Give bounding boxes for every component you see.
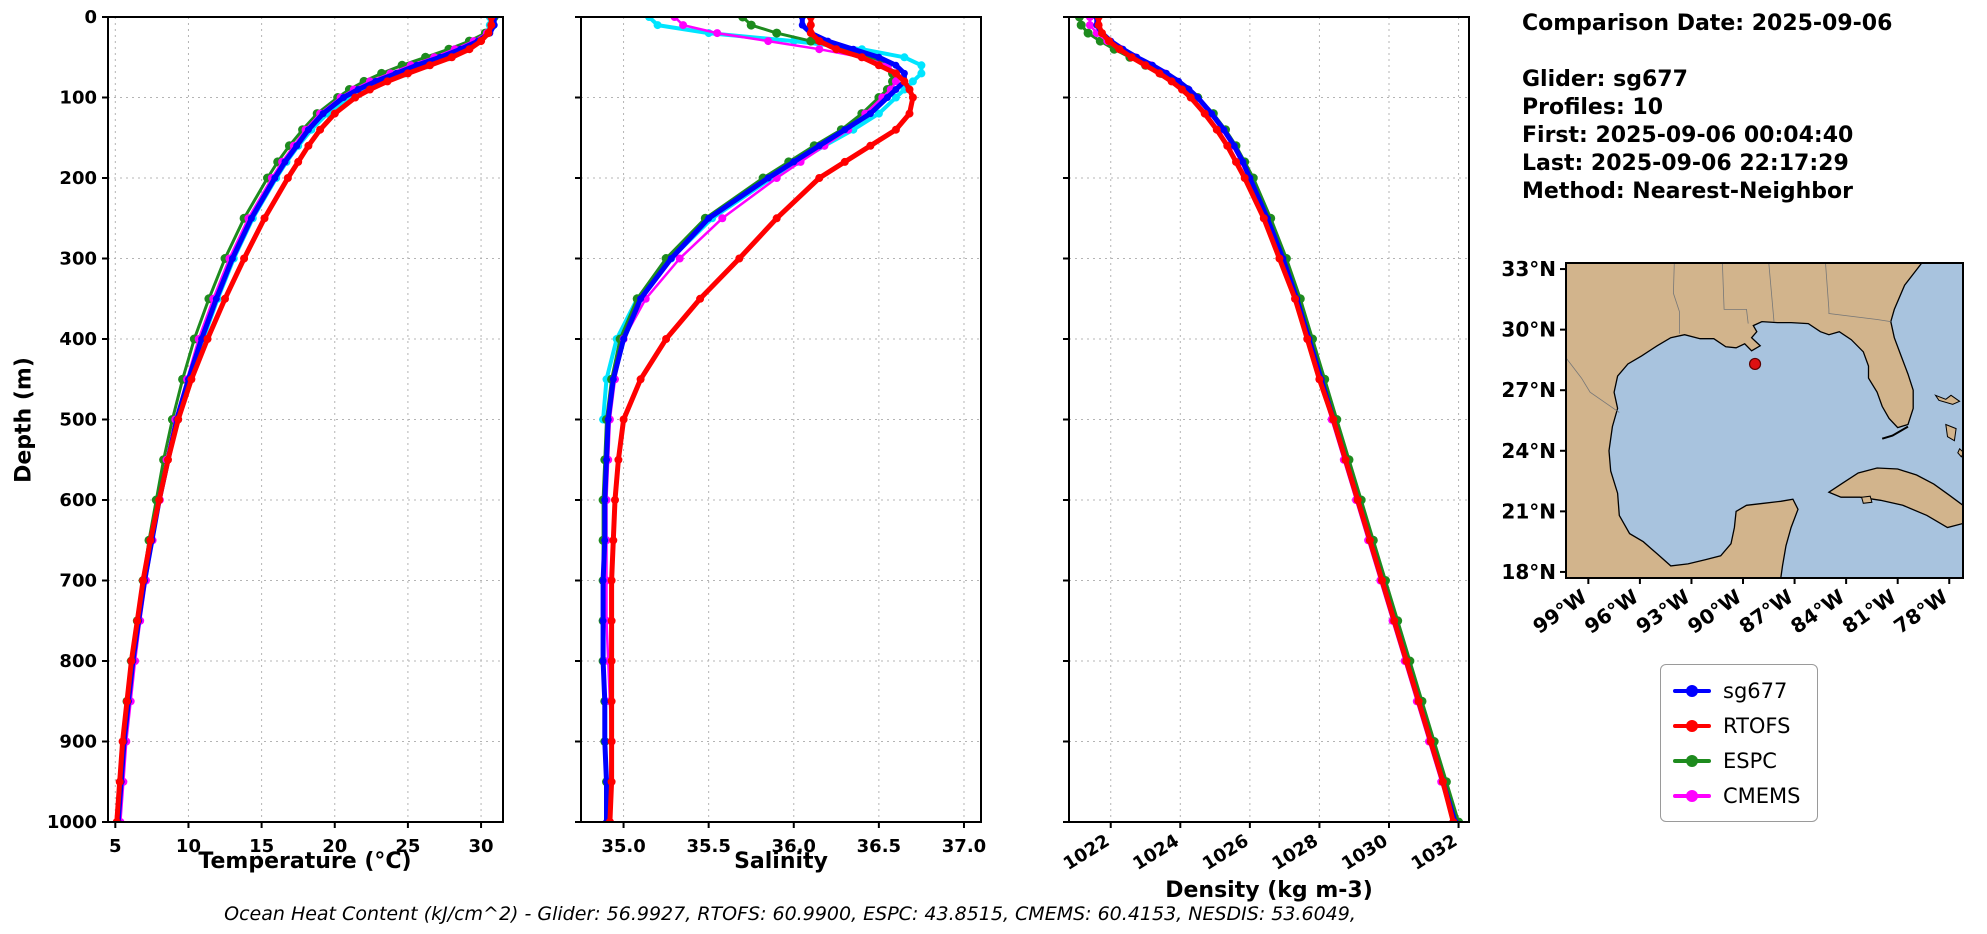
profile-count: Profiles: 10 (1522, 95, 1664, 120)
comparison-date: Comparison Date: 2025-09-06 (1522, 11, 1893, 36)
svg-text:30: 30 (469, 836, 494, 857)
svg-text:300: 300 (59, 249, 97, 270)
svg-text:87°W: 87°W (1735, 584, 1798, 638)
svg-text:18°N: 18°N (1501, 560, 1556, 584)
svg-text:600: 600 (59, 490, 97, 511)
svg-text:78°W: 78°W (1889, 584, 1952, 638)
salinity-profile-chart: 35.0 35.5 36.0 36.5 37.0 (575, 16, 986, 857)
svg-text:27°N: 27°N (1501, 378, 1556, 402)
svg-text:1000: 1000 (47, 812, 97, 833)
legend-label: sg677 (1723, 678, 1788, 703)
legend-label: CMEMS (1723, 783, 1801, 808)
svg-text:1022: 1022 (1060, 830, 1114, 874)
interp-method: Method: Nearest-Neighbor (1522, 179, 1853, 204)
svg-text:24°N: 24°N (1501, 439, 1556, 463)
svg-text:93°W: 93°W (1631, 584, 1694, 638)
svg-text:700: 700 (59, 571, 97, 592)
svg-text:90°W: 90°W (1683, 584, 1746, 638)
svg-text:1024: 1024 (1129, 830, 1183, 874)
legend-dot-icon (1686, 719, 1698, 732)
legend-label: ESPC (1723, 748, 1777, 773)
svg-text:35.5: 35.5 (686, 836, 730, 857)
svg-text:100: 100 (59, 88, 97, 109)
legend-label: RTOFS (1723, 713, 1791, 738)
svg-text:400: 400 (59, 329, 97, 350)
ohc-annotation: Ocean Heat Content (kJ/cm^2) - Glider: 5… (224, 903, 1356, 925)
svg-text:20: 20 (322, 836, 347, 857)
legend-item-espc: ESPC (1673, 743, 1801, 778)
svg-text:800: 800 (59, 651, 97, 672)
svg-text:35.0: 35.0 (601, 836, 645, 857)
info-panel: Comparison Date: 2025-09-06 Glider: sg67… (1522, 10, 1892, 206)
svg-text:1030: 1030 (1338, 830, 1392, 874)
salinity-axis-label: Salinity (734, 849, 828, 874)
svg-text:500: 500 (59, 410, 97, 431)
legend-item-rtofs: RTOFS (1673, 708, 1801, 743)
legend-dot-icon (1686, 789, 1698, 802)
svg-text:81°W: 81°W (1838, 584, 1901, 638)
svg-text:99°W: 99°W (1528, 584, 1591, 638)
svg-text:37.0: 37.0 (942, 836, 986, 857)
first-profile-time: First: 2025-09-06 00:04:40 (1522, 123, 1854, 148)
density-profile-chart: 1022 1024 1026 1028 1030 1032 (1060, 16, 1470, 875)
svg-text:1026: 1026 (1199, 830, 1253, 874)
svg-text:21°N: 21°N (1501, 499, 1556, 523)
svg-text:36.5: 36.5 (857, 836, 901, 857)
svg-text:10: 10 (176, 836, 201, 857)
svg-text:5: 5 (109, 836, 122, 857)
glider-name: Glider: sg677 (1522, 67, 1688, 92)
svg-text:36.0: 36.0 (772, 836, 816, 857)
svg-text:1032: 1032 (1408, 830, 1462, 874)
legend-swatch (1673, 719, 1711, 732)
density-axis-label: Density (kg m-3) (1165, 878, 1373, 903)
info-spacer (1522, 38, 1892, 66)
legend-item-cmems: CMEMS (1673, 778, 1801, 813)
svg-text:33°N: 33°N (1501, 257, 1556, 281)
location-map: 33°N 30°N 27°N 24°N 21°N 18°N99°W96°W93°W90°W… (1501, 257, 1964, 638)
last-profile-time: Last: 2025-09-06 22:17:29 (1522, 151, 1849, 176)
temperature-axis-label: Temperature (°C) (198, 849, 412, 874)
svg-text:84°W: 84°W (1786, 584, 1849, 638)
legend-dot-icon (1686, 754, 1698, 767)
legend-item-sg677: sg677 (1673, 673, 1801, 708)
legend-swatch (1673, 789, 1711, 802)
temperature-profile-chart: 5 10 15 20 25 3001002003004005006007008009001… (47, 7, 504, 857)
svg-text:900: 900 (59, 732, 97, 753)
svg-text:25: 25 (395, 836, 420, 857)
svg-text:0: 0 (84, 7, 97, 28)
svg-text:200: 200 (59, 168, 97, 189)
legend-swatch (1673, 684, 1711, 697)
legend-dot-icon (1686, 684, 1698, 697)
svg-text:30°N: 30°N (1501, 318, 1556, 342)
legend: sg677 RTOFS ESPC CMEMS (1660, 664, 1818, 822)
svg-text:96°W: 96°W (1580, 584, 1643, 638)
legend-swatch (1673, 754, 1711, 767)
svg-text:1028: 1028 (1268, 830, 1322, 874)
svg-text:15: 15 (249, 836, 274, 857)
